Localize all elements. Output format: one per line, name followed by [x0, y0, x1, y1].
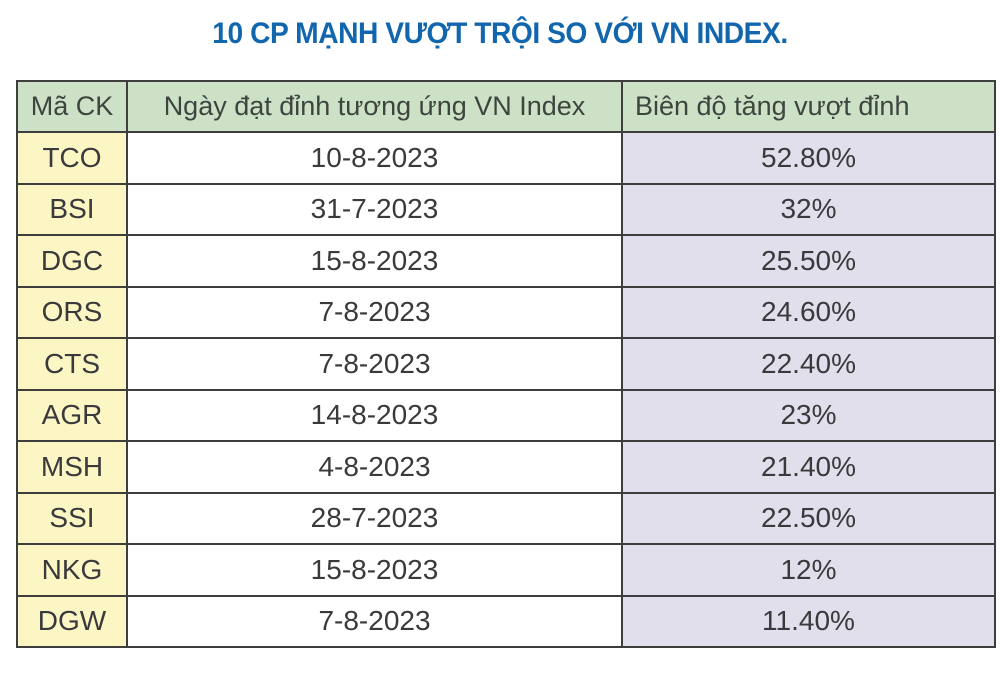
table-row: CTS 7-8-2023 22.40% [16, 337, 996, 391]
table-row: BSI 31-7-2023 32% [16, 182, 996, 236]
table-row: DGW 7-8-2023 11.40% [16, 594, 996, 648]
gain-cell: 24.60% [621, 285, 996, 339]
gain-cell: 11.40% [621, 594, 996, 648]
peak-date-cell: 4-8-2023 [126, 440, 623, 494]
gain-cell: 22.40% [621, 337, 996, 391]
table-row: SSI 28-7-2023 22.50% [16, 491, 996, 545]
header-row: Mã CK Ngày đạt đỉnh tương ứng VN Index B… [16, 80, 996, 133]
table-row: MSH 4-8-2023 21.40% [16, 440, 996, 494]
gain-cell: 12% [621, 543, 996, 597]
gain-cell: 21.40% [621, 440, 996, 494]
stock-table: Mã CK Ngày đạt đỉnh tương ứng VN Index B… [16, 80, 996, 648]
header-peak-date: Ngày đạt đỉnh tương ứng VN Index [126, 80, 623, 133]
stock-code-cell: MSH [16, 440, 128, 494]
peak-date-cell: 10-8-2023 [126, 131, 623, 185]
gain-cell: 23% [621, 388, 996, 442]
peak-date-cell: 7-8-2023 [126, 285, 623, 339]
stock-code-cell: CTS [16, 337, 128, 391]
peak-date-cell: 28-7-2023 [126, 491, 623, 545]
table-row: NKG 15-8-2023 12% [16, 543, 996, 597]
table-row: DGC 15-8-2023 25.50% [16, 234, 996, 288]
peak-date-cell: 14-8-2023 [126, 388, 623, 442]
gain-cell: 22.50% [621, 491, 996, 545]
peak-date-cell: 31-7-2023 [126, 182, 623, 236]
gain-cell: 32% [621, 182, 996, 236]
page-title: 10 CP MẠNH VƯỢT TRỘI SO VỚI VN INDEX. [212, 17, 788, 50]
table-row: TCO 10-8-2023 52.80% [16, 131, 996, 185]
gain-cell: 25.50% [621, 234, 996, 288]
table-row: ORS 7-8-2023 24.60% [16, 285, 996, 339]
stock-code-cell: AGR [16, 388, 128, 442]
stock-code-cell: BSI [16, 182, 128, 236]
peak-date-cell: 15-8-2023 [126, 543, 623, 597]
table-row: AGR 14-8-2023 23% [16, 388, 996, 442]
peak-date-cell: 15-8-2023 [126, 234, 623, 288]
stock-code-cell: DGC [16, 234, 128, 288]
stock-outperformance-infographic: 10 CP MẠNH VƯỢT TRỘI SO VỚI VN INDEX. Mã… [0, 16, 1000, 683]
stock-code-cell: ORS [16, 285, 128, 339]
peak-date-cell: 7-8-2023 [126, 594, 623, 648]
gain-cell: 52.80% [621, 131, 996, 185]
header-stock-code: Mã CK [16, 80, 128, 133]
peak-date-cell: 7-8-2023 [126, 337, 623, 391]
stock-code-cell: TCO [16, 131, 128, 185]
table-body: TCO 10-8-2023 52.80% BSI 31-7-2023 32% DGC 15-8… [16, 131, 996, 648]
header-gain-beyond-peak: Biên độ tăng vượt đỉnh [621, 80, 996, 133]
stock-code-cell: DGW [16, 594, 128, 648]
table-header: Mã CK Ngày đạt đỉnh tương ứng VN Index B… [16, 80, 996, 133]
stock-code-cell: NKG [16, 543, 128, 597]
stock-code-cell: SSI [16, 491, 128, 545]
